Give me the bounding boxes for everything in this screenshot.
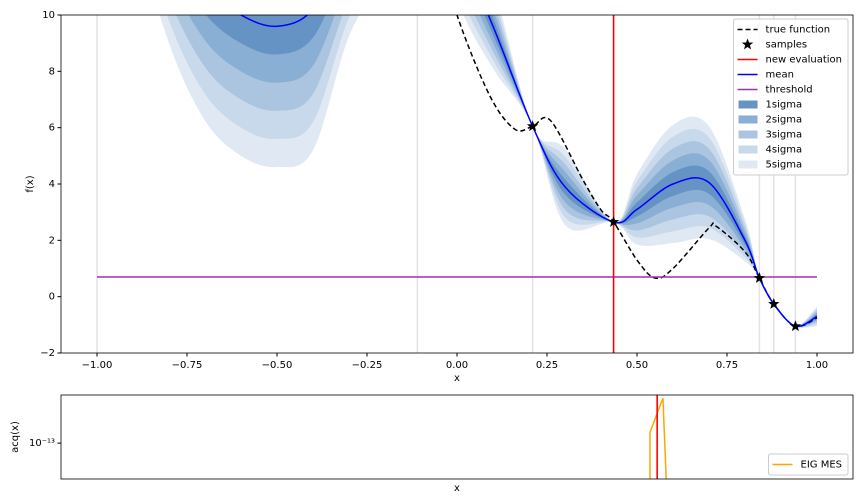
- sample-marker: [753, 272, 766, 283]
- sigma-band: [206, 15, 817, 327]
- y-tick-label: −2: [40, 348, 55, 359]
- legend-label: 4sigma: [766, 145, 803, 156]
- legend-swatch: [738, 115, 758, 124]
- y-tick-label: 4: [49, 179, 55, 190]
- legend-label: 1sigma: [766, 100, 803, 111]
- legend-label: 2sigma: [766, 115, 803, 126]
- x-tick-label: −0.25: [352, 360, 383, 371]
- line: [456, 15, 818, 328]
- y-axis-label: acq(x): [10, 421, 21, 453]
- legend-label: mean: [766, 70, 794, 81]
- y-tick-label: 8: [49, 66, 55, 77]
- legend-label: true function: [766, 25, 831, 36]
- legend-items: true function samples new evaluation mean th…: [737, 25, 842, 171]
- legend-label: 5sigma: [766, 160, 803, 171]
- axes-frame: [60, 394, 854, 480]
- y-axis-label: f(x): [25, 175, 36, 192]
- legend-swatch: [738, 130, 758, 139]
- legend-label: 3sigma: [766, 130, 803, 141]
- legend-items: EIG MES: [772, 460, 843, 471]
- x-tick-label: −0.75: [172, 360, 203, 371]
- legend: true function samples new evaluation mean th…: [733, 18, 849, 176]
- legend-box: [733, 18, 849, 176]
- sample-marker: [768, 297, 780, 309]
- legend-swatch: [738, 145, 758, 154]
- sample-marker: [607, 216, 620, 227]
- x-tick-label: −0.50: [262, 360, 293, 371]
- legend-marker: [741, 38, 754, 50]
- sample-marker: [789, 320, 802, 332]
- y-tick-label: 6: [49, 123, 55, 134]
- legend-label: samples: [766, 40, 808, 51]
- axes-background: [61, 395, 853, 479]
- x-tick-label: 0.75: [716, 360, 738, 371]
- x-tick-label: −1.00: [82, 360, 113, 371]
- legend-box: [768, 453, 849, 476]
- sample-marker: [526, 120, 539, 132]
- x-tick-label: 1.00: [806, 360, 828, 371]
- legend: EIG MES: [768, 453, 849, 476]
- legend-label: threshold: [766, 85, 813, 96]
- x-axis-label: x: [454, 483, 460, 494]
- line: [239, 15, 818, 328]
- legend-swatch: [738, 160, 758, 169]
- x-tick-label: 0.25: [536, 360, 558, 371]
- legend-swatch: [738, 100, 758, 109]
- plot-area: [96, 15, 818, 353]
- plot-area: [649, 395, 667, 479]
- x-tick-label: 0.50: [626, 360, 648, 371]
- y-tick-label: 0: [49, 292, 55, 303]
- y-tick-label: 2: [49, 235, 55, 246]
- y-tick-label: 10: [42, 10, 55, 21]
- y-tick-label: 10⁻¹³: [29, 438, 55, 449]
- x-axis-label: x: [454, 373, 460, 384]
- legend-label: new evaluation: [766, 55, 842, 66]
- x-tick-label: 0.00: [446, 360, 468, 371]
- legend-label: EIG MES: [801, 460, 843, 471]
